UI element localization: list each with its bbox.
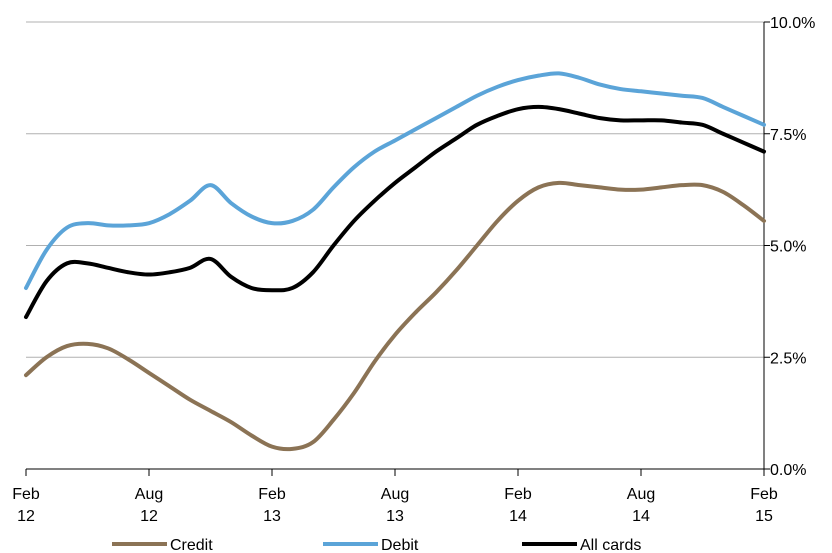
x-tick-label-year: 14 xyxy=(632,508,650,525)
x-tick-label-month: Feb xyxy=(258,486,286,503)
y-tick-label: 0.0% xyxy=(770,462,806,479)
x-tick-label-year: 13 xyxy=(263,508,281,525)
series-line-credit xyxy=(24,180,766,452)
x-tick-label-month: Aug xyxy=(627,486,655,503)
legend-label-debit: Debit xyxy=(381,537,419,553)
y-tick-labels: 0.0% 2.5% 5.0% 7.5% 10.0% xyxy=(770,15,815,479)
series-line-debit xyxy=(24,71,766,290)
x-tick-label-month: Feb xyxy=(504,486,532,503)
y-tick-label: 5.0% xyxy=(770,239,806,256)
y-tick-label: 2.5% xyxy=(770,350,806,367)
x-tick-label-year: 12 xyxy=(17,508,35,525)
x-tick-label-month: Aug xyxy=(135,486,163,503)
legend-label-all-cards: All cards xyxy=(580,537,641,553)
legend: Credit Debit All cards xyxy=(112,537,641,553)
legend-label-credit: Credit xyxy=(170,537,213,553)
y-tick-label: 7.5% xyxy=(770,127,806,144)
series-lines xyxy=(24,71,766,452)
x-tick-label-month: Feb xyxy=(12,486,40,503)
x-tick-label-year: 13 xyxy=(386,508,404,525)
gridlines xyxy=(26,21,764,358)
x-tick-label-year: 14 xyxy=(509,508,527,525)
x-tick-label-year: 15 xyxy=(755,508,773,525)
axes xyxy=(25,21,770,476)
x-tick-labels: Feb 12 Aug 12 Feb 13 Aug 13 Feb 14 Aug 14 Feb 15 xyxy=(12,486,778,525)
series-line-all-cards xyxy=(24,104,766,320)
y-tick-label: 10.0% xyxy=(770,15,815,32)
x-tick-label-month: Aug xyxy=(381,486,409,503)
x-tick-label-month: Feb xyxy=(750,486,778,503)
x-tick-label-year: 12 xyxy=(140,508,158,525)
